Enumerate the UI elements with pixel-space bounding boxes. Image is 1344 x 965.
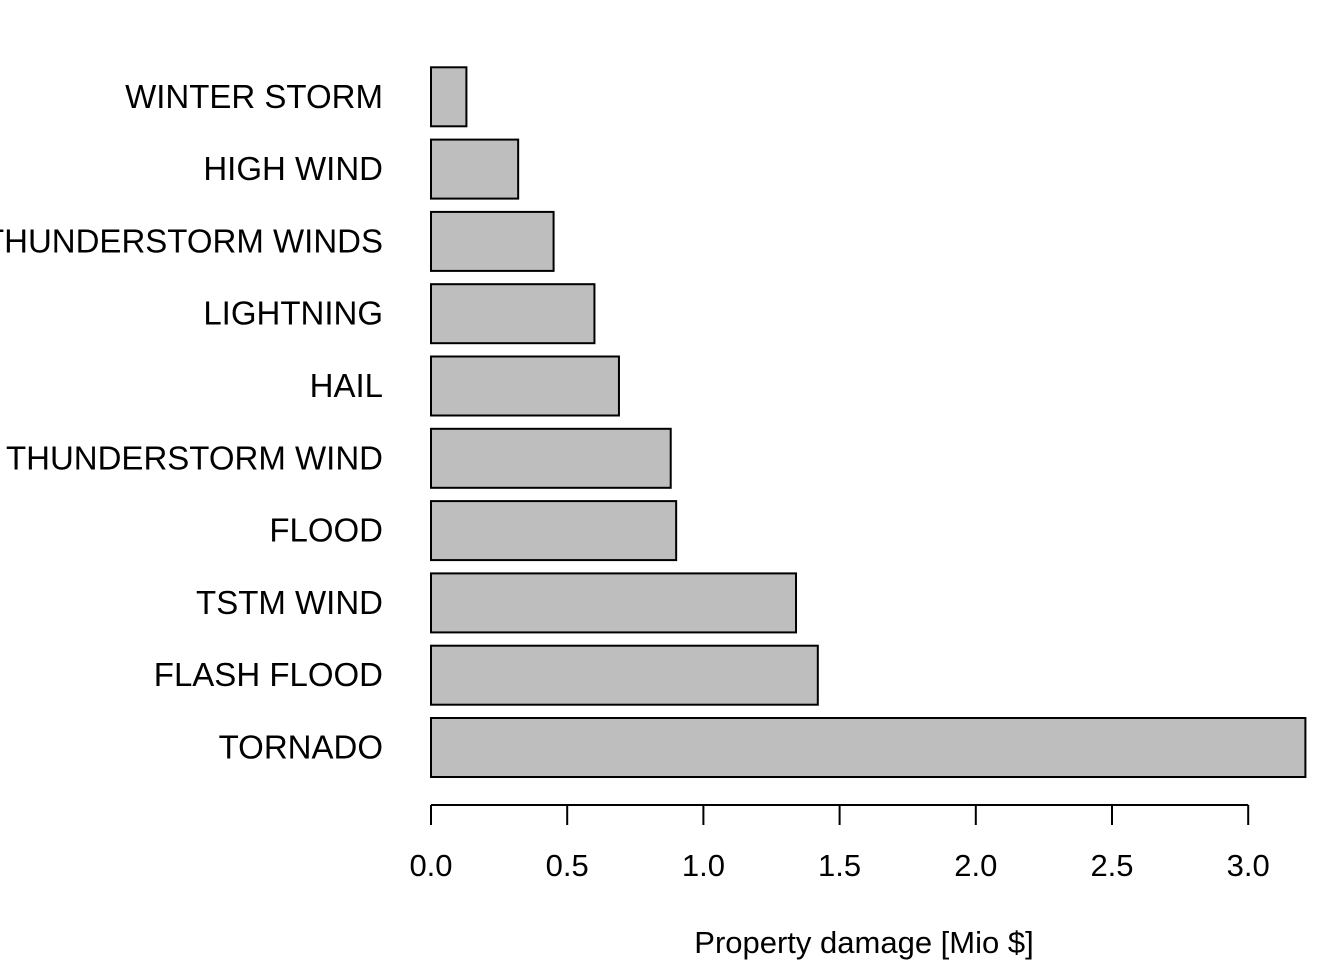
category-labels: TORNADO FLASH FLOOD TSTM WIND FLOOD THUNDERS… — [0, 78, 383, 766]
bar-winter-storm — [430, 66, 468, 128]
x-tick-label: 0.0 — [409, 848, 452, 883]
bars-layer — [430, 66, 1307, 778]
x-tick-label: 2.5 — [1090, 848, 1133, 883]
x-axis: 0.0 0.5 1.0 1.5 2.0 2.5 3.0 — [409, 804, 1270, 883]
bar-lightning — [430, 283, 596, 345]
bar-hail — [430, 355, 620, 417]
category-label: HIGH WIND — [203, 150, 383, 187]
x-tick-label: 1.5 — [818, 848, 861, 883]
x-tick-label: 3.0 — [1227, 848, 1270, 883]
category-label: HAIL — [310, 367, 383, 404]
category-label: TSTM WIND — [196, 584, 383, 621]
category-label: LIGHTNING — [203, 295, 383, 332]
bar-thunderstorm-wind — [430, 427, 672, 489]
category-label: WINTER STORM — [125, 78, 383, 115]
category-label: FLOOD — [269, 512, 383, 549]
category-label: TORNADO — [219, 729, 383, 766]
bar-high-wind — [430, 138, 520, 200]
bar-flood — [430, 500, 678, 562]
bar-thunderstorm-winds — [430, 210, 555, 272]
category-label: THUNDERSTORM WINDS — [0, 222, 383, 259]
x-tick-label: 2.0 — [954, 848, 997, 883]
category-label: THUNDERSTORM WIND — [6, 439, 383, 476]
x-axis-title: Property damage [Mio $] — [694, 925, 1033, 960]
x-tick-label: 1.0 — [682, 848, 725, 883]
category-label: FLASH FLOOD — [154, 656, 383, 693]
x-tick-label: 0.5 — [546, 848, 589, 883]
bar-tstm-wind — [430, 572, 798, 634]
bar-tornado — [430, 717, 1307, 778]
bar-flash-flood — [430, 644, 819, 706]
